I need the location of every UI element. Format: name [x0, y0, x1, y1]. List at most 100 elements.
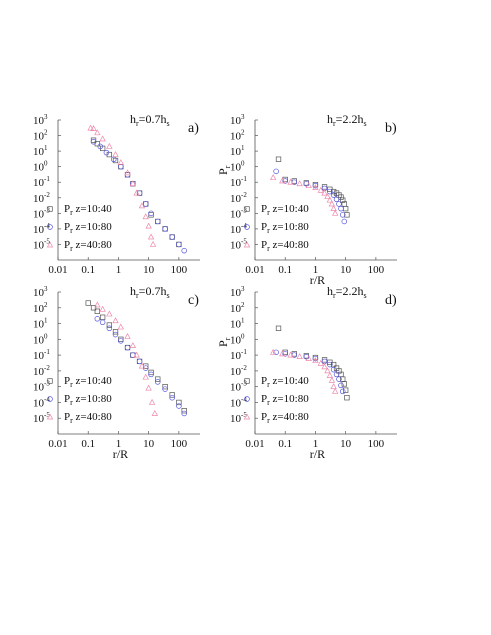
- data-point-circle: [148, 210, 154, 217]
- y-tick-label: 100: [230, 332, 245, 346]
- y-tick-label: 10-2: [33, 364, 50, 378]
- data-point-triangle: [124, 333, 131, 339]
- y-tick-label: 103: [230, 113, 245, 127]
- data-point-circle: [169, 394, 175, 401]
- y-tick-label: 100: [33, 160, 48, 174]
- y-tick-label: 102: [33, 301, 48, 315]
- legend-entry: Pr z=10:80: [261, 393, 309, 407]
- data-point-circle: [333, 371, 340, 378]
- y-tick-label: 10-3: [230, 206, 247, 220]
- data-point-triangle: [148, 398, 156, 405]
- y-tick-label: 10-4: [230, 395, 247, 409]
- data-point-triangle: [147, 233, 155, 240]
- data-point-circle: [155, 379, 161, 385]
- y-tick-label: 10-5: [33, 237, 50, 251]
- data-point-square: [344, 395, 350, 401]
- data-point-circle: [282, 351, 288, 357]
- x-axis-label: r/R: [310, 447, 325, 461]
- panel-letter: d): [385, 293, 397, 308]
- data-point-square: [155, 376, 161, 382]
- x-tick-label: 10: [143, 438, 155, 450]
- data-point-circle: [273, 349, 279, 356]
- panel-letter: b): [385, 121, 397, 136]
- data-point-square: [90, 305, 97, 311]
- y-tick-label: 10-2: [33, 191, 50, 205]
- data-point-square: [244, 378, 250, 384]
- data-point-triangle: [145, 384, 152, 391]
- x-tick-label: 0.01: [48, 264, 67, 276]
- y-tick-label: 10-3: [33, 380, 50, 394]
- data-point-square: [181, 408, 187, 414]
- y-tick-label: 102: [230, 301, 245, 315]
- data-point-triangle: [324, 367, 331, 374]
- y-tick-label: 10-4: [230, 222, 247, 236]
- y-tick-label: 10-2: [230, 191, 247, 205]
- data-point-square: [343, 206, 349, 212]
- series-triangle: [270, 348, 339, 394]
- data-point-circle: [176, 403, 182, 409]
- y-tick-label: 10-5: [33, 411, 50, 425]
- y-tick-label: 101: [33, 144, 48, 158]
- data-point-circle: [303, 180, 310, 187]
- panel-title: hr=2.2hs: [327, 112, 367, 128]
- y-tick-label: 103: [33, 113, 48, 127]
- data-point-triangle: [106, 142, 113, 149]
- panel-title: hr=0.7hs: [130, 112, 170, 128]
- data-point-triangle: [133, 189, 140, 196]
- x-tick-label: 0.01: [48, 438, 67, 450]
- panel-title: hr=0.7hs: [130, 284, 170, 300]
- x-tick-label: 10: [340, 438, 352, 450]
- legend-entry: Pr z=10:80: [64, 393, 112, 407]
- data-point-triangle: [99, 305, 106, 312]
- x-axis-label: r/R: [113, 447, 128, 461]
- y-tick-label: 101: [230, 144, 245, 158]
- data-point-triangle: [287, 178, 294, 185]
- data-point-triangle: [151, 409, 159, 416]
- data-point-circle: [118, 338, 124, 344]
- y-tick-label: 10-5: [230, 411, 247, 425]
- data-point-square: [340, 197, 346, 203]
- data-point-triangle: [279, 350, 286, 357]
- legend-entry: Pr z=40:80: [64, 411, 112, 425]
- x-tick-label: 100: [368, 264, 385, 276]
- data-point-circle: [47, 224, 53, 230]
- data-point-triangle: [296, 180, 303, 187]
- data-point-triangle: [112, 151, 119, 157]
- data-point-square: [148, 369, 154, 376]
- data-point-triangle: [279, 177, 286, 184]
- data-point-circle: [282, 178, 288, 184]
- x-tick-label: 0.1: [81, 264, 95, 276]
- y-tick-label: 10-4: [33, 395, 50, 409]
- data-point-triangle: [117, 159, 125, 166]
- data-point-triangle: [331, 209, 339, 216]
- data-point-triangle: [87, 124, 94, 131]
- data-point-circle: [162, 386, 168, 392]
- data-point-triangle: [46, 241, 54, 248]
- x-tick-label: 0.1: [278, 264, 292, 276]
- legend-entry: Pr z=10:40: [261, 375, 309, 389]
- y-tick-label: 10-1: [230, 175, 247, 189]
- x-tick-label: 100: [171, 438, 188, 450]
- y-tick-label: 100: [33, 332, 48, 346]
- data-point-triangle: [142, 373, 149, 380]
- data-point-triangle: [129, 342, 137, 348]
- y-tick-label: 103: [230, 285, 245, 299]
- data-point-circle: [47, 396, 53, 402]
- data-point-triangle: [312, 184, 319, 190]
- series-triangle: [87, 124, 157, 247]
- data-point-square: [341, 381, 347, 387]
- data-point-triangle: [138, 202, 146, 209]
- data-point-circle: [103, 149, 110, 156]
- data-point-circle: [312, 182, 319, 189]
- data-point-square: [321, 357, 328, 363]
- series-circle: [90, 138, 187, 254]
- data-point-triangle: [326, 372, 334, 378]
- data-point-circle: [181, 410, 187, 417]
- panel-letter: c): [188, 293, 199, 308]
- y-axis-label: Pr: [216, 165, 232, 175]
- data-point-triangle: [287, 351, 294, 358]
- y-tick-label: 10-1: [230, 348, 247, 362]
